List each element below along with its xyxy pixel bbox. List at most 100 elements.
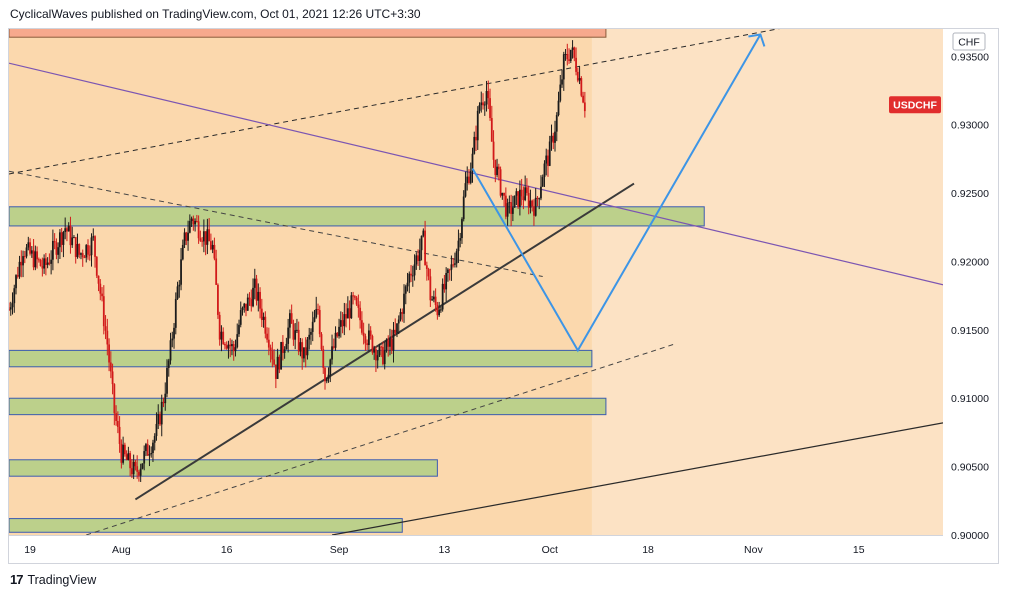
candle-body [194,220,196,225]
time-axis-bg [9,535,943,563]
trend-line-solid-dark[interactable] [134,182,635,501]
candle-body [278,356,281,370]
support-zone-5[interactable] [9,518,403,533]
y-tick-label: 0.92000 [951,256,989,268]
candle-body [422,230,425,236]
currency-label: CHF [958,37,980,49]
candle-body [329,359,332,375]
candle-body [473,136,476,154]
candle-body [145,444,147,452]
candle-body [83,257,86,259]
candle-body [357,304,360,308]
candle-body [564,54,567,56]
candle-body [418,250,421,261]
resistance-zone[interactable] [9,29,607,38]
candle-body [401,312,404,314]
candle-body [310,331,312,335]
currency-badge[interactable] [952,32,986,51]
candle-body [85,245,88,258]
candle-body [499,169,502,196]
candle-body [213,244,216,259]
candle-body [243,303,246,308]
candle-body [331,346,333,360]
candle-body [32,250,35,268]
candle-body [489,98,491,119]
candle-body [341,320,344,327]
candle-body [573,47,576,58]
candle-body [290,313,293,324]
candle-body [148,454,151,456]
candle-body [178,284,181,287]
candle-body [157,414,160,424]
candle-body [475,136,477,141]
candle-body [171,338,174,341]
candle-body [15,275,17,289]
candle-body [285,343,288,350]
trend-line-dashed-lower[interactable] [86,343,677,535]
candle-body [369,330,372,337]
candle-body [60,232,63,245]
candle-body [571,47,574,50]
candle-body [385,340,388,351]
candle-body [122,444,125,463]
candle-body [487,91,490,99]
candle-body [195,220,198,222]
candle-body [134,461,137,467]
projection-path[interactable] [471,33,762,353]
candle-body [360,320,363,333]
candle-body [403,293,405,314]
candle-body [424,230,426,266]
candle-body [187,232,189,241]
price-chart[interactable]: 0.93500 0.93000 0.92500 0.92000 0.91500 0.910… [9,29,998,563]
candle-body [36,251,38,260]
candle-body [441,283,444,310]
candle-body [543,163,546,178]
candle-body [238,324,240,335]
candle-body [468,176,470,183]
candle-body [123,444,126,455]
candle-body [536,197,539,199]
candle-body [108,344,110,363]
candle-body [383,350,386,365]
candle-body [87,245,89,255]
support-zone-3[interactable] [9,397,607,416]
symbol-badge[interactable] [889,96,941,114]
candle-body [173,327,175,339]
candle-body [101,293,103,297]
candle-body [368,330,370,346]
candle-body [373,349,376,353]
chart-frame[interactable]: 0.93500 0.93000 0.92500 0.92000 0.91500 0.910… [8,28,999,564]
candle-body [180,259,182,285]
candle-body [376,355,379,361]
x-tick-label: 19 [24,544,36,556]
candle-body [533,206,535,216]
candle-body [141,463,144,469]
x-tick-label: Nov [744,544,763,556]
candle-body [78,243,81,255]
candle-body [125,454,128,461]
candle-body [192,218,195,225]
candle-body [34,251,37,268]
candle-body [160,401,163,425]
candle-body [146,444,149,456]
support-zone-4[interactable] [9,459,438,477]
candle-body [568,59,570,61]
candle-body [559,84,562,101]
candle-body [466,176,469,184]
tradingview-logo-icon[interactable]: 17 [10,572,24,587]
x-tick-label: Aug [112,544,131,556]
candle-body [580,78,583,96]
candle-body [25,247,28,257]
y-tick-label: 0.90500 [951,462,989,474]
candle-body [139,468,142,476]
trend-line-solid-long[interactable] [331,422,943,535]
candle-body [339,320,342,327]
trend-line-dashed-mid[interactable] [9,170,543,278]
support-zone-1[interactable] [9,206,705,227]
candle-body [378,346,381,356]
candle-body [562,54,565,80]
candle-body [176,286,179,299]
candle-body [439,309,442,311]
candle-body [522,196,525,201]
candle-body [506,203,509,217]
